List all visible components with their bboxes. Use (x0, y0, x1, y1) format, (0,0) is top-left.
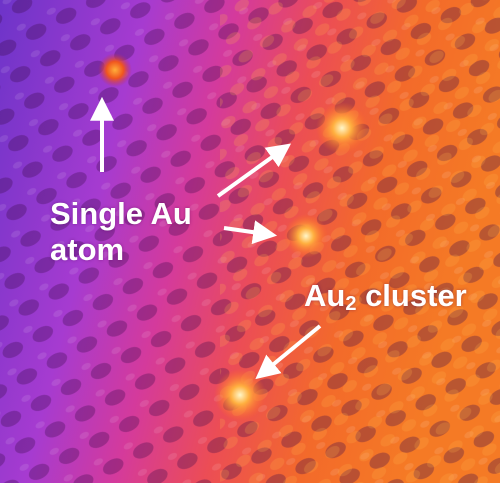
single-atom-top (98, 53, 132, 87)
cluster-label-suffix: cluster (356, 278, 467, 313)
cluster-label-subscript: 2 (345, 293, 357, 315)
single-atom-lower (284, 214, 328, 258)
single-au-atom-label: Single Au atom (50, 196, 192, 267)
au2-cluster-spot (214, 369, 266, 421)
single-au-label-line1: Single Au (50, 196, 192, 231)
cluster-label-prefix: Au (304, 278, 346, 313)
au2-cluster-label: Au2 cluster (304, 278, 467, 314)
single-au-label-line2: atom (50, 231, 125, 267)
single-atom-middle (316, 102, 368, 154)
